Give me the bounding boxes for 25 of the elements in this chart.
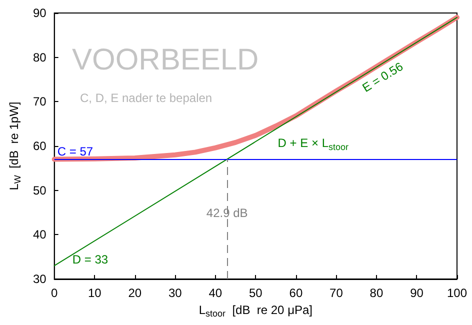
- x-tick-label: 40: [208, 286, 222, 300]
- x-tick-label: 20: [128, 286, 142, 300]
- y-tick-label: 90: [32, 6, 47, 20]
- x-tick-label: 50: [248, 286, 263, 300]
- x-tick-label: 30: [168, 286, 182, 300]
- ref-line-label: C = 57: [57, 144, 94, 158]
- y-axis-title: LW [dB re 1pW]: [7, 102, 23, 190]
- y-tick-label: 70: [32, 94, 47, 109]
- ref-line-label: 42.9 dB: [206, 206, 248, 220]
- y-tick-label: 30: [32, 272, 47, 286]
- y-tick-label: 60: [32, 139, 47, 153]
- x-tick-label: 0: [51, 286, 58, 300]
- x-tick-label: 60: [289, 286, 303, 300]
- annotation: C, D, E nader te bepalen: [80, 91, 212, 105]
- y-tick-label: 40: [32, 228, 47, 242]
- x-tick-label: 90: [410, 286, 424, 300]
- x-tick-label: 80: [370, 286, 384, 300]
- x-tick-label: 10: [88, 286, 102, 300]
- annotation: VOORBEELD: [72, 44, 259, 76]
- y-tick-label: 80: [32, 50, 47, 64]
- x-tick-label: 100: [446, 286, 468, 300]
- y-tick-label: 50: [32, 183, 47, 198]
- annotation: D = 33: [72, 252, 108, 267]
- annotation: E = 0.56: [360, 59, 406, 95]
- x-tick-label: 70: [330, 286, 344, 300]
